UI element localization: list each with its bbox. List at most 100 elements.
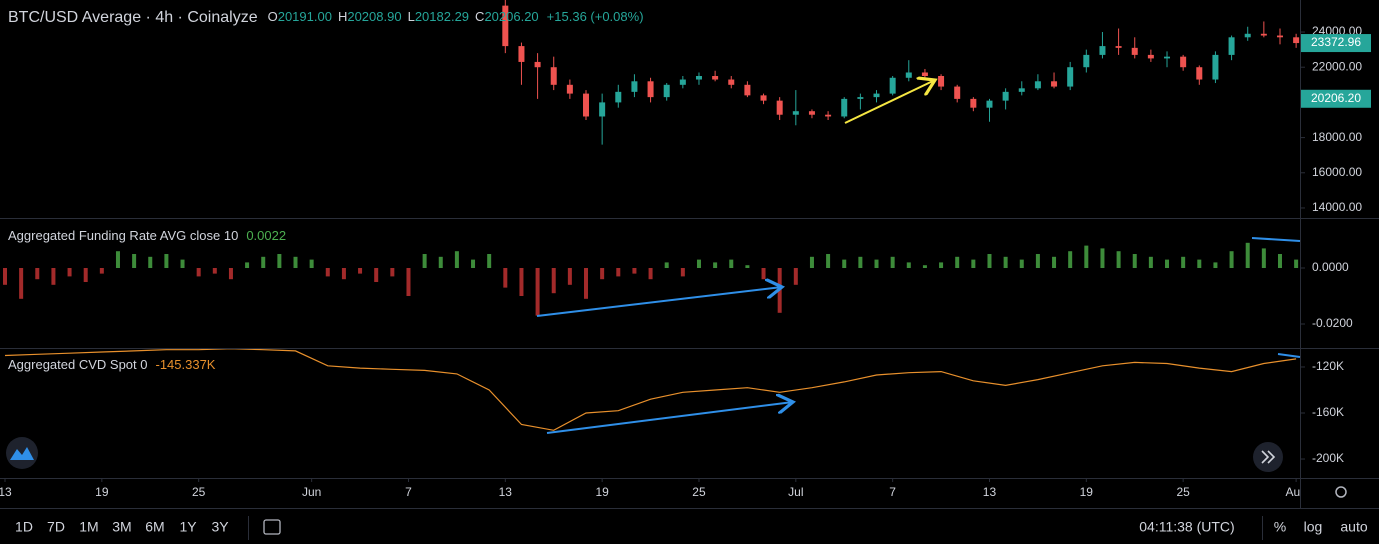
candle-body — [1293, 37, 1300, 44]
candle-body — [1115, 46, 1122, 48]
y-tick-label: -0.0200 — [1312, 316, 1353, 330]
candle-body — [1083, 54, 1090, 68]
legend-header: BTC/USD Average · 4h · Coinalyze O20191.0… — [8, 9, 644, 26]
candle-body — [1244, 33, 1251, 38]
range-button[interactable]: 1M — [79, 519, 98, 535]
histogram-bar — [390, 268, 395, 277]
histogram-bar — [1035, 254, 1040, 269]
date-range-button[interactable] — [263, 519, 281, 535]
candle-body — [566, 84, 573, 94]
logo-icon — [10, 447, 34, 460]
histogram-bar — [454, 251, 459, 269]
candle-body — [1276, 35, 1283, 38]
ohlc-key: C — [475, 9, 484, 24]
histogram-bar — [632, 268, 637, 274]
histogram-bar — [809, 256, 814, 269]
candle-body — [1099, 46, 1106, 55]
histogram-bar — [519, 268, 524, 297]
candle-body — [744, 84, 751, 96]
candle-body — [760, 95, 767, 101]
candle-body — [938, 76, 945, 87]
scale-option[interactable]: % — [1274, 519, 1286, 535]
candle-body — [1018, 88, 1025, 92]
histogram-bar — [713, 262, 718, 269]
candle-body — [1180, 56, 1187, 68]
ohlc-value: 20206.20 — [484, 9, 538, 24]
candle-body — [921, 72, 928, 77]
histogram-bar — [955, 256, 960, 269]
histogram-bar — [261, 256, 266, 269]
histogram-bar — [1116, 251, 1121, 269]
histogram-bar — [680, 268, 685, 277]
trend-line — [1251, 237, 1301, 242]
trend-arrow — [844, 80, 935, 124]
range-button[interactable]: 1Y — [179, 519, 197, 535]
y-tick-label: -160K — [1312, 405, 1344, 419]
range-button[interactable]: 7D — [47, 519, 65, 535]
candle-body — [970, 98, 977, 108]
price-label-box — [1301, 89, 1371, 108]
histogram-bar — [584, 268, 589, 299]
candle-body — [825, 114, 832, 117]
candle-body — [631, 81, 638, 92]
x-tick-label: 25 — [192, 485, 206, 499]
x-tick-label: 13 — [0, 485, 12, 499]
logo[interactable] — [6, 437, 38, 469]
histogram-bar — [1245, 242, 1250, 269]
candle-body — [857, 97, 864, 99]
y-tick-label: 22000.00 — [1312, 59, 1362, 73]
histogram-bar — [1229, 251, 1234, 269]
ohlc-key: H — [338, 9, 347, 24]
histogram-bar — [1165, 259, 1170, 269]
histogram-bar — [245, 262, 250, 269]
trend-line — [1277, 353, 1301, 358]
candle-body — [1131, 47, 1138, 55]
candle-body — [534, 61, 541, 68]
range-button[interactable]: 6M — [145, 519, 164, 535]
plot-area: 13 19 25 Jun 7 13 19 25 Jul 7 13 19 25 Aug — [0, 0, 1300, 499]
candle-body — [663, 84, 670, 98]
histogram-bar — [1019, 259, 1024, 269]
candle-body — [599, 102, 606, 117]
histogram-bar — [3, 268, 8, 285]
histogram-bar — [132, 254, 137, 269]
candle-body — [873, 93, 880, 98]
price-change: +15.36 (+0.08%) — [547, 9, 644, 24]
candle-body — [1002, 91, 1009, 101]
candle-body — [1228, 37, 1235, 55]
histogram-bar — [1213, 262, 1218, 269]
histogram-bar — [1052, 256, 1057, 269]
histogram-bar — [99, 268, 104, 274]
range-button[interactable]: 1D — [15, 519, 33, 535]
scale-option[interactable]: log — [1304, 519, 1323, 535]
y-tick-label: 18000.00 — [1312, 130, 1362, 144]
scale-option[interactable]: auto — [1340, 519, 1367, 535]
histogram-bar — [664, 262, 669, 269]
range-button[interactable]: 3Y — [211, 519, 229, 535]
histogram-bar — [115, 251, 120, 269]
trend-arrow — [546, 402, 793, 434]
y-tick-label: 14000.00 — [1312, 200, 1362, 214]
histogram-bar — [535, 268, 540, 316]
histogram-bar — [293, 256, 298, 269]
candle-body — [905, 72, 912, 78]
x-tick-label: 7 — [405, 485, 412, 499]
histogram-bar — [939, 262, 944, 269]
histogram-bar — [1132, 254, 1137, 269]
histogram-bar — [164, 254, 169, 269]
range-button[interactable]: 3M — [112, 519, 131, 535]
ohlc-value: 20191.00 — [278, 9, 332, 24]
histogram-bar — [696, 259, 701, 269]
settings-button[interactable] — [1335, 486, 1347, 498]
candle-body — [728, 79, 735, 85]
histogram-bar — [341, 268, 346, 280]
candle-body — [1260, 33, 1267, 36]
histogram-bar — [503, 268, 508, 288]
histogram-bar — [1261, 248, 1266, 269]
y-tick-label: 16000.00 — [1312, 165, 1362, 179]
candle-body — [1212, 54, 1219, 80]
histogram-bar — [438, 256, 443, 269]
histogram-bar — [1277, 254, 1282, 269]
